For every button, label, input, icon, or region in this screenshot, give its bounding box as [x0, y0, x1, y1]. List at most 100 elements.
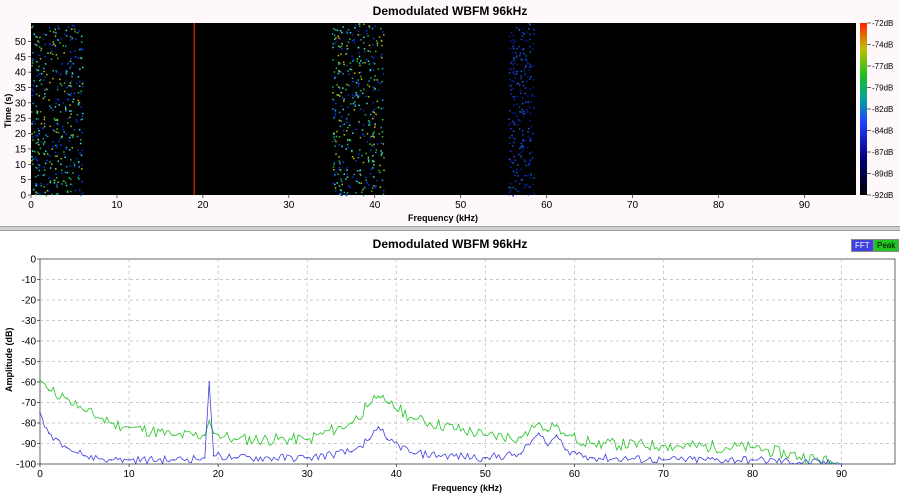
waterfall-cell — [73, 129, 75, 131]
waterfall-cell — [354, 104, 357, 106]
waterfall-cell — [524, 184, 526, 186]
waterfall-cell — [341, 96, 344, 99]
waterfall-cell — [516, 164, 519, 166]
waterfall-cell — [357, 46, 360, 49]
waterfall-chart[interactable]: 0 10 20 30 40 50 60 70 80 90 0 5 10 15 20 25 30 35 40 45 50… — [0, 0, 900, 225]
waterfall-cell — [70, 80, 73, 83]
waterfall-cell — [383, 189, 385, 192]
waterfall-cell — [514, 76, 516, 79]
waterfall-cell — [32, 85, 35, 87]
waterfall-cell — [368, 25, 370, 27]
waterfall-cell — [511, 145, 514, 147]
waterfall-cell — [529, 137, 531, 139]
waterfall-cell — [508, 193, 511, 196]
waterfall-cell — [529, 159, 532, 161]
spectrum-y-tick-label: 0 — [30, 255, 36, 266]
waterfall-cell — [70, 94, 72, 97]
waterfall-cell — [337, 86, 340, 88]
waterfall-cell — [81, 82, 84, 85]
waterfall-cell — [346, 173, 348, 176]
waterfall-cell — [40, 141, 43, 143]
waterfall-band — [508, 23, 536, 197]
waterfall-cell — [57, 99, 60, 101]
waterfall-cell — [35, 85, 38, 87]
waterfall-cell — [521, 97, 524, 99]
waterfall-cell — [66, 70, 68, 73]
waterfall-cell — [64, 171, 67, 174]
waterfall-cell — [376, 79, 379, 81]
waterfall-cell — [358, 153, 360, 156]
legend-peak[interactable]: Peak — [873, 239, 900, 252]
waterfall-cell — [529, 45, 531, 48]
waterfall-cell — [61, 135, 63, 138]
waterfall-cell — [65, 29, 68, 32]
waterfall-cell — [369, 113, 372, 116]
waterfall-cell — [42, 97, 45, 100]
waterfall-cell — [39, 110, 42, 113]
waterfall-cell — [346, 192, 349, 194]
waterfall-cell — [527, 101, 530, 103]
waterfall-cell — [68, 139, 70, 142]
waterfall-cell — [71, 75, 73, 78]
waterfall-cell — [44, 162, 47, 165]
waterfall-cell — [374, 186, 377, 189]
waterfall-cell — [72, 172, 75, 174]
waterfall-cell — [352, 59, 355, 61]
waterfall-cell — [533, 106, 535, 108]
waterfall-cell — [519, 111, 521, 113]
waterfall-cell — [341, 43, 343, 45]
waterfall-cell — [53, 130, 56, 132]
waterfall-cell — [530, 174, 532, 177]
spectrum-x-tick-label: 30 — [302, 469, 314, 480]
waterfall-cell — [345, 178, 347, 181]
waterfall-cell — [341, 183, 343, 186]
waterfall-cell — [59, 82, 62, 85]
data-point — [128, 459, 130, 461]
waterfall-cell — [81, 66, 84, 69]
waterfall-cell — [368, 85, 371, 88]
waterfall-cell — [79, 189, 81, 191]
panel-divider[interactable] — [0, 226, 900, 231]
waterfall-cell — [355, 160, 357, 162]
data-point — [662, 444, 665, 447]
waterfall-cell — [32, 52, 34, 54]
data-point — [591, 457, 593, 459]
waterfall-cell — [346, 169, 348, 171]
waterfall-cell — [31, 58, 34, 60]
waterfall-cell — [372, 69, 375, 71]
waterfall-cell — [373, 108, 375, 111]
waterfall-cell — [44, 191, 47, 194]
waterfall-cell — [360, 39, 362, 41]
waterfall-cell — [77, 57, 80, 59]
waterfall-cell — [51, 53, 54, 55]
waterfall-cell — [339, 87, 341, 89]
waterfall-cell — [509, 121, 512, 124]
waterfall-cell — [63, 131, 66, 133]
waterfall-plot-area[interactable] — [31, 23, 856, 195]
waterfall-cell — [516, 82, 518, 85]
waterfall-cell — [519, 147, 521, 150]
waterfall-cell — [52, 77, 54, 80]
waterfall-cell — [532, 87, 534, 89]
data-point — [555, 424, 558, 426]
waterfall-cell — [55, 193, 58, 195]
waterfall-cell — [335, 37, 337, 39]
waterfall-cell — [56, 86, 59, 88]
waterfall-cell — [55, 131, 58, 133]
waterfall-cell — [520, 156, 522, 158]
waterfall-cell — [373, 160, 375, 163]
waterfall-cell — [338, 63, 340, 66]
waterfall-cell — [524, 67, 526, 69]
waterfall-cell — [517, 190, 520, 192]
data-point — [203, 434, 206, 437]
waterfall-cell — [53, 117, 56, 120]
spectrum-chart[interactable]: 0 10 20 30 40 50 60 70 80 90 0 -10 -20 -30 -40 -50 -60 -… — [0, 232, 900, 497]
waterfall-cell — [33, 33, 36, 35]
waterfall-cell — [70, 183, 72, 186]
waterfall-cell — [529, 120, 531, 122]
waterfall-cell — [81, 131, 83, 134]
waterfall-cell — [362, 161, 365, 164]
waterfall-cell — [356, 180, 358, 183]
waterfall-cell — [516, 103, 518, 105]
waterfall-cell — [515, 169, 518, 171]
